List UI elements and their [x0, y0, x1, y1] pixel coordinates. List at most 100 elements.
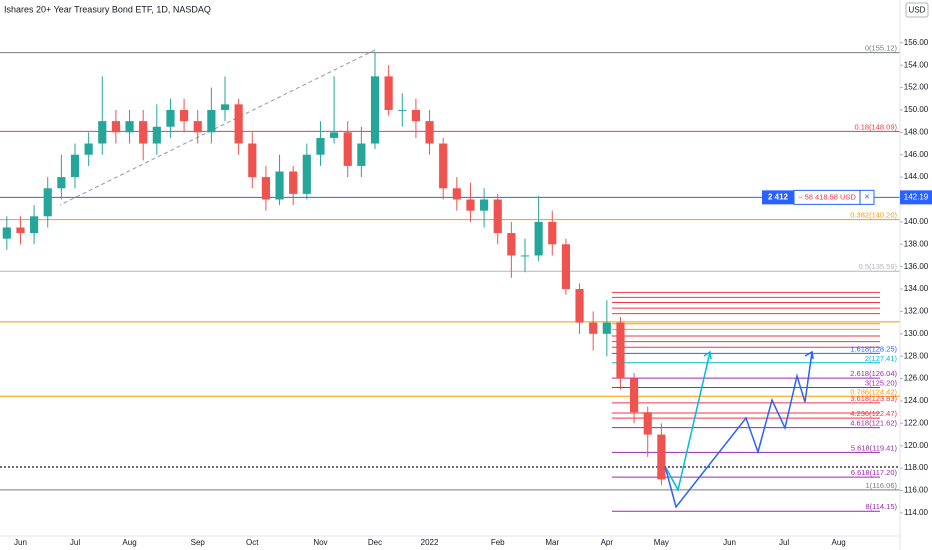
x-tick-label: Aug — [832, 538, 846, 547]
x-tick-label: 2022 — [421, 538, 439, 547]
y-tick-label: 126.00 — [904, 374, 929, 383]
arrow-head — [703, 350, 712, 360]
fib-level-label: 0.18(148.09) — [854, 122, 897, 131]
candle-body — [316, 137, 325, 155]
y-tick-label: 122.00 — [904, 418, 929, 427]
price-tag — [900, 190, 932, 205]
candles — [2, 51, 666, 485]
candle-body — [561, 244, 570, 290]
candle-body — [602, 322, 611, 334]
candle-body — [248, 143, 257, 178]
fib-level-label: 0.382(140.20) — [850, 211, 897, 220]
candle-body — [480, 199, 489, 211]
y-tick-label: 148.00 — [904, 127, 929, 136]
candle-body — [207, 109, 216, 133]
candle-body — [534, 221, 543, 256]
candle-body — [425, 121, 434, 144]
projection-arrow — [664, 351, 711, 493]
fib-level-label: 0.5(135.59) — [859, 262, 898, 271]
x-tick-label: Aug — [122, 538, 136, 547]
price-axis — [900, 0, 932, 550]
y-tick-label: 140.00 — [904, 217, 929, 226]
fib-level-label: 3(125.20) — [865, 379, 898, 388]
y-tick-label: 116.00 — [904, 486, 928, 495]
candle-body — [398, 109, 407, 111]
position-close[interactable]: × — [864, 192, 869, 202]
x-tick-label: Apr — [601, 538, 614, 547]
x-tick-label: Jul — [70, 538, 80, 547]
candle-body — [630, 378, 639, 413]
candle-body — [439, 143, 448, 189]
y-tick-label: 132.00 — [904, 307, 929, 316]
candle-body — [57, 177, 66, 189]
x-tick-label: Jul — [779, 538, 789, 547]
y-tick-label: 134.00 — [904, 284, 929, 293]
candle-body — [589, 322, 598, 334]
candle-body — [16, 227, 25, 234]
y-tick-label: 130.00 — [904, 329, 929, 338]
candle-body — [180, 109, 189, 122]
candle-body — [493, 199, 502, 234]
candle-body — [370, 76, 380, 144]
position-pnl: − 58 418.58 USD — [798, 192, 856, 201]
candle-body — [30, 216, 39, 234]
fib-level-label: 1(116.06) — [865, 481, 897, 490]
y-tick-label: 124.00 — [904, 396, 929, 405]
candle-body — [84, 143, 93, 155]
y-tick-label: 152.00 — [904, 83, 929, 92]
axis-labels: 114.00 116.00 118.00 120.00 122.00 124.00 126.… — [14, 38, 929, 547]
fib-level-label: 3.618(123.83) — [850, 394, 897, 403]
y-tick-label: 144.00 — [904, 172, 929, 181]
candle-body — [125, 121, 134, 133]
x-tick-label: Jun — [723, 538, 736, 547]
candle-body — [302, 154, 311, 194]
candle-body — [220, 104, 230, 110]
candle-body — [411, 109, 420, 122]
candle-body — [152, 126, 161, 144]
currency: USD — [909, 6, 926, 15]
price-tag-label: 142.19 — [904, 192, 929, 201]
currency-badge — [905, 2, 929, 18]
y-tick-label: 154.00 — [904, 60, 929, 69]
candle-body — [289, 171, 298, 194]
candle-body — [261, 177, 270, 200]
y-tick-label: 136.00 — [904, 262, 929, 271]
y-tick-label: 120.00 — [904, 441, 929, 450]
candle-body — [343, 132, 352, 166]
y-tick-label: 138.00 — [904, 239, 929, 248]
fib-level-label: 0(155.12) — [865, 44, 898, 53]
position-qty: 2 412 — [768, 192, 789, 201]
candle-body — [575, 289, 584, 323]
y-tick-label: 146.00 — [904, 150, 929, 159]
candle-body — [452, 188, 461, 200]
candle-body — [98, 121, 107, 144]
projection-arrow — [664, 351, 813, 509]
candle-body — [275, 171, 284, 200]
trend-line — [59, 49, 376, 206]
candle-body — [643, 412, 652, 435]
x-tick-label: May — [654, 538, 669, 547]
candle-body — [166, 109, 175, 127]
candle-body — [111, 121, 120, 133]
candle-body — [2, 227, 11, 239]
position-close-box[interactable] — [859, 189, 875, 205]
candle-body — [234, 104, 243, 144]
y-tick-label: 128.00 — [904, 351, 929, 360]
fib-level-label: 0.786(124.42) — [850, 387, 897, 396]
candle-body — [330, 132, 339, 138]
candle-body — [139, 121, 148, 144]
candle-body — [657, 434, 666, 480]
x-tick-label: Mar — [545, 538, 559, 547]
y-tick-label: 114.00 — [904, 508, 928, 517]
y-tick-label: 156.00 — [904, 38, 929, 47]
x-tick-label: Sep — [191, 538, 206, 547]
x-tick-label: Jun — [14, 538, 27, 547]
x-tick-label: Dec — [368, 538, 382, 547]
candle-body — [384, 76, 393, 110]
x-tick-label: Oct — [246, 538, 259, 547]
fib-level-label: 2(127.41) — [865, 354, 898, 363]
candle-body — [357, 143, 366, 166]
fib-level-label: 2.618(126.04) — [850, 369, 897, 378]
